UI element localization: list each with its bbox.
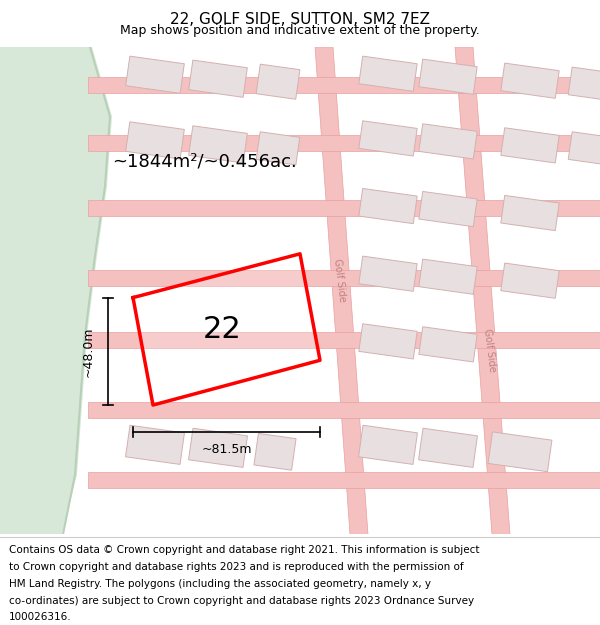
- Text: Golf Side: Golf Side: [332, 258, 347, 303]
- Polygon shape: [256, 132, 300, 165]
- Polygon shape: [359, 56, 417, 91]
- Polygon shape: [125, 122, 184, 159]
- Bar: [88, 77, 600, 92]
- Text: Map shows position and indicative extent of the property.: Map shows position and indicative extent…: [120, 24, 480, 36]
- Text: co-ordinates) are subject to Crown copyright and database rights 2023 Ordnance S: co-ordinates) are subject to Crown copyr…: [9, 596, 474, 606]
- Text: to Crown copyright and database rights 2023 and is reproduced with the permissio: to Crown copyright and database rights 2…: [9, 562, 464, 572]
- Polygon shape: [419, 428, 478, 468]
- Polygon shape: [501, 263, 559, 298]
- Polygon shape: [359, 425, 418, 464]
- Polygon shape: [359, 121, 417, 156]
- Polygon shape: [188, 428, 247, 468]
- Polygon shape: [133, 254, 320, 405]
- Polygon shape: [188, 126, 247, 163]
- Polygon shape: [188, 60, 247, 98]
- Bar: [88, 270, 600, 286]
- Polygon shape: [254, 433, 296, 470]
- Polygon shape: [419, 59, 477, 94]
- Polygon shape: [256, 64, 300, 99]
- Polygon shape: [501, 196, 559, 231]
- Text: HM Land Registry. The polygons (including the associated geometry, namely x, y: HM Land Registry. The polygons (includin…: [9, 579, 431, 589]
- Text: 22: 22: [203, 315, 241, 344]
- Bar: [88, 200, 600, 216]
- Polygon shape: [125, 56, 184, 93]
- Text: ~1844m²/~0.456ac.: ~1844m²/~0.456ac.: [113, 152, 298, 170]
- Text: 22, GOLF SIDE, SUTTON, SM2 7EZ: 22, GOLF SIDE, SUTTON, SM2 7EZ: [170, 12, 430, 27]
- Bar: [88, 402, 600, 418]
- Polygon shape: [501, 127, 559, 163]
- Polygon shape: [359, 324, 417, 359]
- Text: 100026316.: 100026316.: [9, 612, 71, 622]
- Bar: [88, 136, 600, 151]
- Bar: [88, 472, 600, 488]
- Polygon shape: [568, 67, 600, 100]
- Polygon shape: [419, 327, 477, 362]
- Text: Contains OS data © Crown copyright and database right 2021. This information is : Contains OS data © Crown copyright and d…: [9, 545, 479, 555]
- Polygon shape: [455, 47, 510, 534]
- Polygon shape: [125, 425, 184, 464]
- Polygon shape: [419, 191, 477, 227]
- Polygon shape: [568, 132, 600, 165]
- Polygon shape: [315, 47, 368, 534]
- Polygon shape: [501, 63, 559, 98]
- Polygon shape: [0, 47, 112, 534]
- Polygon shape: [419, 259, 477, 294]
- Text: ~48.0m: ~48.0m: [82, 326, 95, 377]
- Text: ~81.5m: ~81.5m: [201, 443, 252, 456]
- Polygon shape: [359, 256, 417, 291]
- Polygon shape: [359, 189, 417, 224]
- Polygon shape: [488, 432, 552, 472]
- Polygon shape: [419, 124, 477, 159]
- Text: Golf Side: Golf Side: [482, 328, 497, 372]
- Bar: [88, 332, 600, 348]
